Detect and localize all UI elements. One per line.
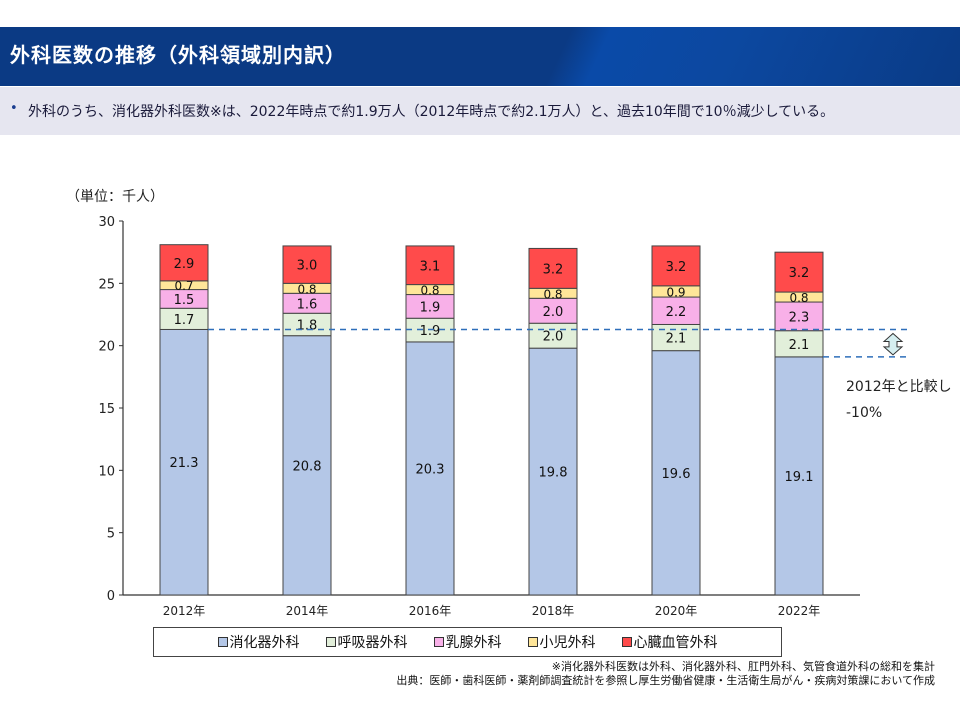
y-tick-label: 10: [98, 464, 115, 479]
data-label: 20.8: [293, 459, 322, 474]
data-label: 2.1: [789, 338, 810, 353]
legend-label: 呼吸器外科: [337, 635, 408, 651]
y-tick-label: 5: [107, 527, 115, 542]
legend-swatch: [325, 637, 336, 647]
data-label: 2.0: [543, 305, 564, 320]
data-label: 3.0: [297, 259, 318, 274]
footnote-source: 出典：医師・歯科医師・薬剤師調査統計を参照し厚生労働省健康・生活衛生局がん・疾病…: [396, 674, 935, 687]
data-label: 3.1: [420, 259, 441, 274]
double-arrow-icon: [882, 332, 904, 356]
data-label: 1.6: [297, 297, 318, 312]
data-label: 1.7: [174, 313, 195, 328]
data-label: 19.8: [539, 466, 568, 481]
data-label: 0.8: [543, 287, 562, 301]
data-label: 2.9: [174, 257, 195, 272]
legend-label: 心臓血管外科: [633, 635, 718, 651]
x-tick-label: 2020年: [655, 604, 698, 618]
comparison-text: 2012年と比較し: [846, 379, 952, 395]
page-title: 外科医数の推移（外科領域別内訳）: [10, 43, 346, 67]
bullet-icon: •: [10, 101, 18, 116]
y-tick-label: 25: [98, 277, 115, 292]
bar-segment-3: [651, 296, 701, 325]
footnotes: ※消化器外科医数は外科、消化器外科、肛門外科、気管食道外科の総和を集計 出典：医…: [396, 660, 935, 688]
comparison-annotation: 2012年と比較し -10%: [846, 374, 952, 426]
summary-bar: • 外科のうち、消化器外科医数※は、2022年時点で約1.9万人（2012年時点…: [0, 87, 960, 135]
legend-label: 消化器外科: [229, 635, 300, 651]
bar-segment-1: [282, 335, 332, 596]
data-label: 3.2: [543, 262, 564, 277]
data-label: 19.1: [785, 470, 814, 485]
legend-item: 心臓血管外科: [621, 632, 718, 652]
legend-label: 小児外科: [539, 635, 596, 651]
data-label: 0.8: [297, 282, 316, 296]
data-label: 0.8: [420, 284, 439, 298]
chart-legend: 消化器外科 呼吸器外科 乳腺外科 小児外科 心臓血管外科: [153, 627, 782, 657]
data-label: 0.8: [789, 291, 808, 305]
data-label: 1.5: [174, 293, 195, 308]
data-label: 21.3: [170, 456, 199, 471]
bar-segment-5: [528, 247, 578, 289]
bar-segment-5: [405, 245, 455, 286]
x-tick-label: 2012年: [163, 604, 206, 618]
data-label: 0.7: [174, 279, 193, 293]
legend-label: 乳腺外科: [445, 635, 502, 651]
legend-item: 小児外科: [527, 632, 596, 652]
x-tick-label: 2016年: [409, 604, 452, 618]
data-label: 2.0: [543, 330, 564, 345]
legend-item: 呼吸器外科: [325, 632, 408, 652]
data-label: 2.2: [666, 305, 687, 320]
data-label: 2.1: [666, 332, 687, 347]
y-axis-unit-label: （単位：千人）: [66, 189, 164, 205]
bar-segment-3: [528, 297, 578, 324]
y-tick-label: 20: [98, 340, 115, 355]
x-tick-label: 2014年: [286, 604, 329, 618]
bar-segment-5: [159, 244, 209, 282]
header-banner: 外科医数の推移（外科領域別内訳）: [0, 27, 960, 86]
x-tick-label: 2022年: [778, 604, 821, 618]
y-tick-label: 0: [107, 589, 115, 604]
footnote-note: ※消化器外科医数は外科、消化器外科、肛門外科、気管食道外科の総和を集計: [551, 660, 935, 673]
bar-segment-2: [528, 322, 578, 349]
data-label: 19.6: [662, 467, 691, 482]
bar-segment-1: [774, 356, 824, 596]
bar-segment-5: [651, 245, 701, 287]
data-label: 1.9: [420, 300, 441, 315]
bar-segment-3: [774, 301, 824, 332]
bar-segment-1: [159, 328, 209, 596]
data-label: 20.3: [416, 462, 445, 477]
x-tick-label: 2018年: [532, 604, 575, 618]
y-tick-label: 30: [98, 215, 115, 230]
data-label: 0.9: [666, 285, 685, 299]
comparison-percent: -10%: [846, 405, 883, 421]
bar-segment-1: [651, 350, 701, 596]
data-label: 1.9: [420, 324, 441, 339]
legend-item: 消化器外科: [217, 632, 300, 652]
summary-text: 外科のうち、消化器外科医数※は、2022年時点で約1.9万人（2012年時点で約…: [28, 104, 835, 120]
legend-item: 乳腺外科: [433, 632, 502, 652]
bar-segment-5: [774, 251, 824, 293]
legend-swatch: [527, 637, 538, 647]
data-label: 1.8: [297, 318, 318, 333]
legend-swatch: [217, 637, 228, 647]
legend-swatch: [621, 637, 632, 647]
data-label: 3.2: [666, 260, 687, 275]
bar-segment-1: [528, 347, 578, 596]
y-tick-label: 15: [98, 402, 115, 417]
data-label: 2.3: [789, 310, 810, 325]
bar-segment-1: [405, 341, 455, 596]
bar-segment-5: [282, 245, 332, 284]
data-label: 3.2: [789, 266, 810, 281]
legend-swatch: [433, 637, 444, 647]
